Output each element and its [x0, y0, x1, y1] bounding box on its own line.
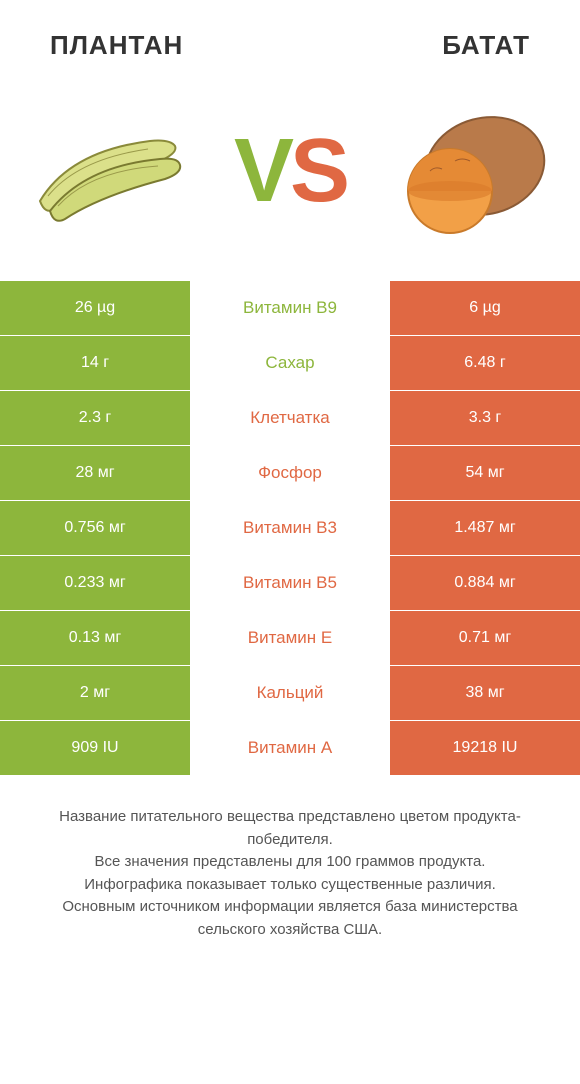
table-row: 0.13 мгВитамин E0.71 мг	[0, 611, 580, 666]
vs-v: V	[234, 120, 290, 223]
plantain-image	[30, 91, 190, 251]
nutrient-label: Витамин B3	[190, 501, 390, 555]
nutrient-label: Клетчатка	[190, 391, 390, 445]
vs-s: S	[290, 120, 346, 223]
table-row: 14 гСахар6.48 г	[0, 336, 580, 391]
right-food-title: БАТАТ	[442, 30, 530, 61]
left-value: 909 IU	[0, 721, 190, 775]
nutrient-label: Кальций	[190, 666, 390, 720]
images-row: VS	[0, 71, 580, 281]
left-value: 2.3 г	[0, 391, 190, 445]
nutrient-label: Фосфор	[190, 446, 390, 500]
right-value: 3.3 г	[390, 391, 580, 445]
nutrient-label: Витамин B5	[190, 556, 390, 610]
left-value: 0.756 мг	[0, 501, 190, 555]
left-food-title: ПЛАНТАН	[50, 30, 183, 61]
right-value: 54 мг	[390, 446, 580, 500]
table-row: 909 IUВитамин A19218 IU	[0, 721, 580, 776]
comparison-table: 26 µgВитамин B96 µg14 гСахар6.48 г2.3 гК…	[0, 281, 580, 776]
right-value: 38 мг	[390, 666, 580, 720]
nutrient-label: Витамин A	[190, 721, 390, 775]
nutrient-label: Сахар	[190, 336, 390, 390]
right-value: 1.487 мг	[390, 501, 580, 555]
sweet-potato-icon	[390, 91, 550, 251]
sweet-potato-image	[390, 91, 550, 251]
right-value: 0.884 мг	[390, 556, 580, 610]
vs-label: VS	[234, 120, 346, 223]
table-row: 28 мгФосфор54 мг	[0, 446, 580, 501]
table-row: 0.233 мгВитамин B50.884 мг	[0, 556, 580, 611]
footer-line-2: Все значения представлены для 100 граммо…	[30, 851, 550, 874]
left-value: 2 мг	[0, 666, 190, 720]
table-row: 2 мгКальций38 мг	[0, 666, 580, 721]
right-value: 19218 IU	[390, 721, 580, 775]
left-value: 28 мг	[0, 446, 190, 500]
plantain-icon	[30, 111, 190, 231]
footer-note: Название питательного вещества представл…	[0, 776, 580, 941]
right-value: 0.71 мг	[390, 611, 580, 665]
nutrient-label: Витамин E	[190, 611, 390, 665]
nutrient-label: Витамин B9	[190, 281, 390, 335]
left-value: 0.13 мг	[0, 611, 190, 665]
footer-line-1: Название питательного вещества представл…	[30, 806, 550, 851]
table-row: 0.756 мгВитамин B31.487 мг	[0, 501, 580, 556]
table-row: 2.3 гКлетчатка3.3 г	[0, 391, 580, 446]
right-value: 6.48 г	[390, 336, 580, 390]
right-value: 6 µg	[390, 281, 580, 335]
header-row: ПЛАНТАН БАТАТ	[0, 0, 580, 71]
table-row: 26 µgВитамин B96 µg	[0, 281, 580, 336]
left-value: 0.233 мг	[0, 556, 190, 610]
left-value: 14 г	[0, 336, 190, 390]
footer-line-3: Инфографика показывает только существенн…	[30, 874, 550, 897]
footer-line-4: Основным источником информации является …	[30, 896, 550, 941]
left-value: 26 µg	[0, 281, 190, 335]
